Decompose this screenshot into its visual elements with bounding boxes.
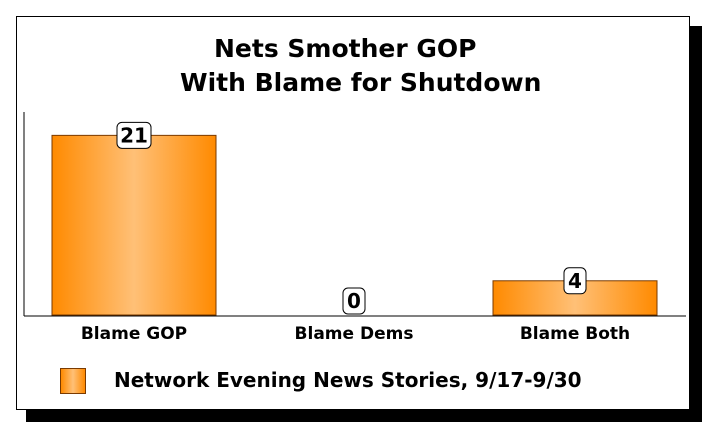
category-label: Blame GOP (81, 324, 187, 344)
category-label: Blame Both (520, 324, 630, 344)
data-label: 21 (116, 121, 152, 149)
data-label-box (116, 121, 152, 149)
data-label-box (563, 267, 587, 295)
chart-title-line-2: With Blame for Shutdown (180, 68, 542, 97)
data-label: 4 (563, 267, 587, 295)
data-label-box (342, 287, 366, 315)
data-label-value: 4 (568, 269, 582, 293)
chart-title-line-1: Nets Smother GOP (214, 34, 477, 63)
category-label: Blame Dems (295, 324, 414, 344)
legend-swatch (60, 368, 86, 394)
legend-label: Network Evening News Stories, 9/17-9/30 (114, 368, 582, 392)
data-label: 0 (342, 287, 366, 315)
bar-blame-gop (51, 134, 217, 316)
data-label-value: 21 (120, 123, 148, 147)
data-label-value: 0 (347, 289, 361, 313)
